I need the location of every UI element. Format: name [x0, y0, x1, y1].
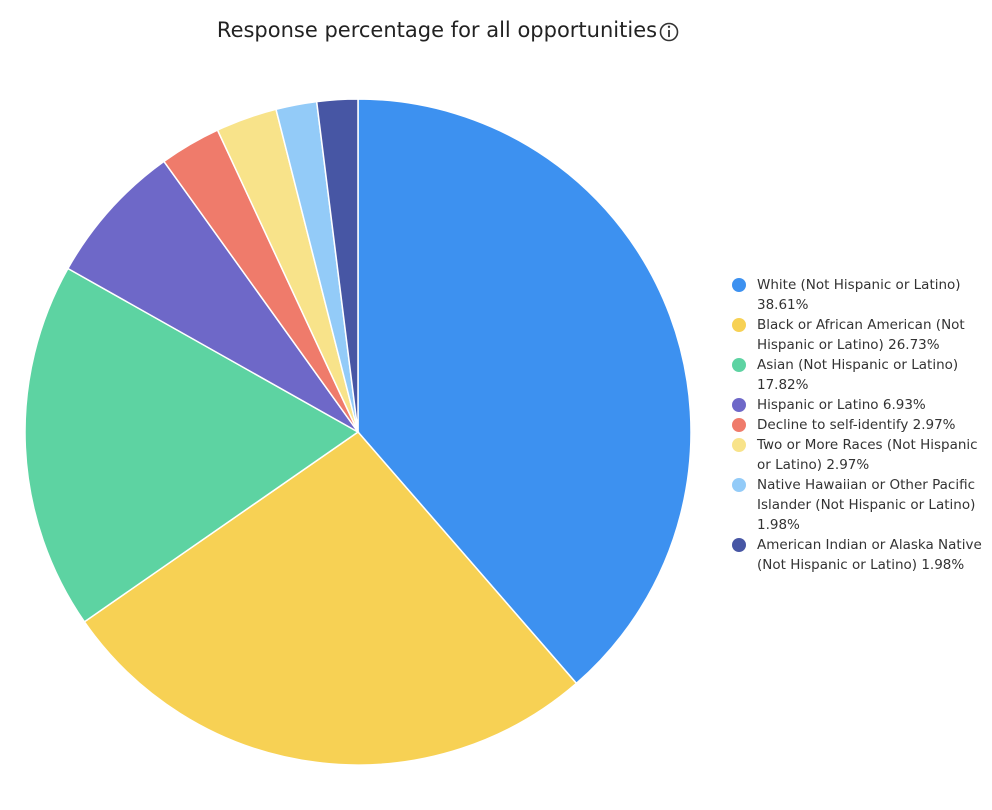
- legend-swatch: [732, 318, 746, 332]
- legend-item: American Indian or Alaska Native (Not Hi…: [732, 535, 982, 575]
- legend-swatch: [732, 478, 746, 492]
- legend-item: Two or More Races (Not Hispanic or Latin…: [732, 435, 982, 475]
- legend-item: Hispanic or Latino 6.93%: [732, 395, 982, 415]
- legend-label: Black or African American (Not Hispanic …: [757, 317, 965, 353]
- legend-label: Asian (Not Hispanic or Latino): [757, 357, 959, 373]
- legend-label: American Indian or Alaska Native (Not Hi…: [757, 537, 982, 573]
- legend-swatch: [732, 278, 746, 292]
- legend-label: Native Hawaiian or Other Pacific Islande…: [757, 477, 976, 513]
- legend-value: 1.98%: [757, 517, 800, 533]
- legend-item: Decline to self-identify 2.97%: [732, 415, 982, 435]
- legend-swatch: [732, 358, 746, 372]
- legend-item: White (Not Hispanic or Latino) 38.61%: [732, 275, 982, 315]
- legend-swatch: [732, 398, 746, 412]
- pie-slice: [24, 267, 360, 623]
- legend-value: 2.97%: [912, 417, 956, 433]
- legend-value: 38.61%: [757, 297, 809, 313]
- legend: White (Not Hispanic or Latino) 38.61% Bla…: [732, 275, 982, 575]
- pie-slice: [357, 98, 692, 685]
- legend-item: Native Hawaiian or Other Pacific Islande…: [732, 475, 982, 535]
- pie-slice: [66, 160, 359, 433]
- pie-slice: [83, 431, 578, 766]
- legend-swatch: [732, 438, 746, 452]
- legend-label: Hispanic or Latino: [757, 397, 879, 413]
- legend-value: 1.98%: [921, 557, 965, 573]
- legend-swatch: [732, 418, 746, 432]
- chart-title: Response percentage for all opportunitie…: [217, 18, 657, 42]
- legend-value: 2.97%: [826, 457, 870, 473]
- legend-label: White (Not Hispanic or Latino): [757, 277, 961, 293]
- legend-swatch: [732, 538, 746, 552]
- pie-slice: [315, 98, 359, 433]
- legend-value: 26.73%: [888, 337, 940, 353]
- legend-value: 6.93%: [882, 397, 926, 413]
- info-icon[interactable]: [659, 22, 679, 42]
- legend-item: Asian (Not Hispanic or Latino) 17.82%: [732, 355, 982, 395]
- legend-label: Two or More Races (Not Hispanic or Latin…: [757, 437, 978, 473]
- legend-label: Decline to self-identify: [757, 417, 909, 433]
- legend-value: 17.82%: [757, 377, 809, 393]
- legend-item: Black or African American (Not Hispanic …: [732, 315, 982, 355]
